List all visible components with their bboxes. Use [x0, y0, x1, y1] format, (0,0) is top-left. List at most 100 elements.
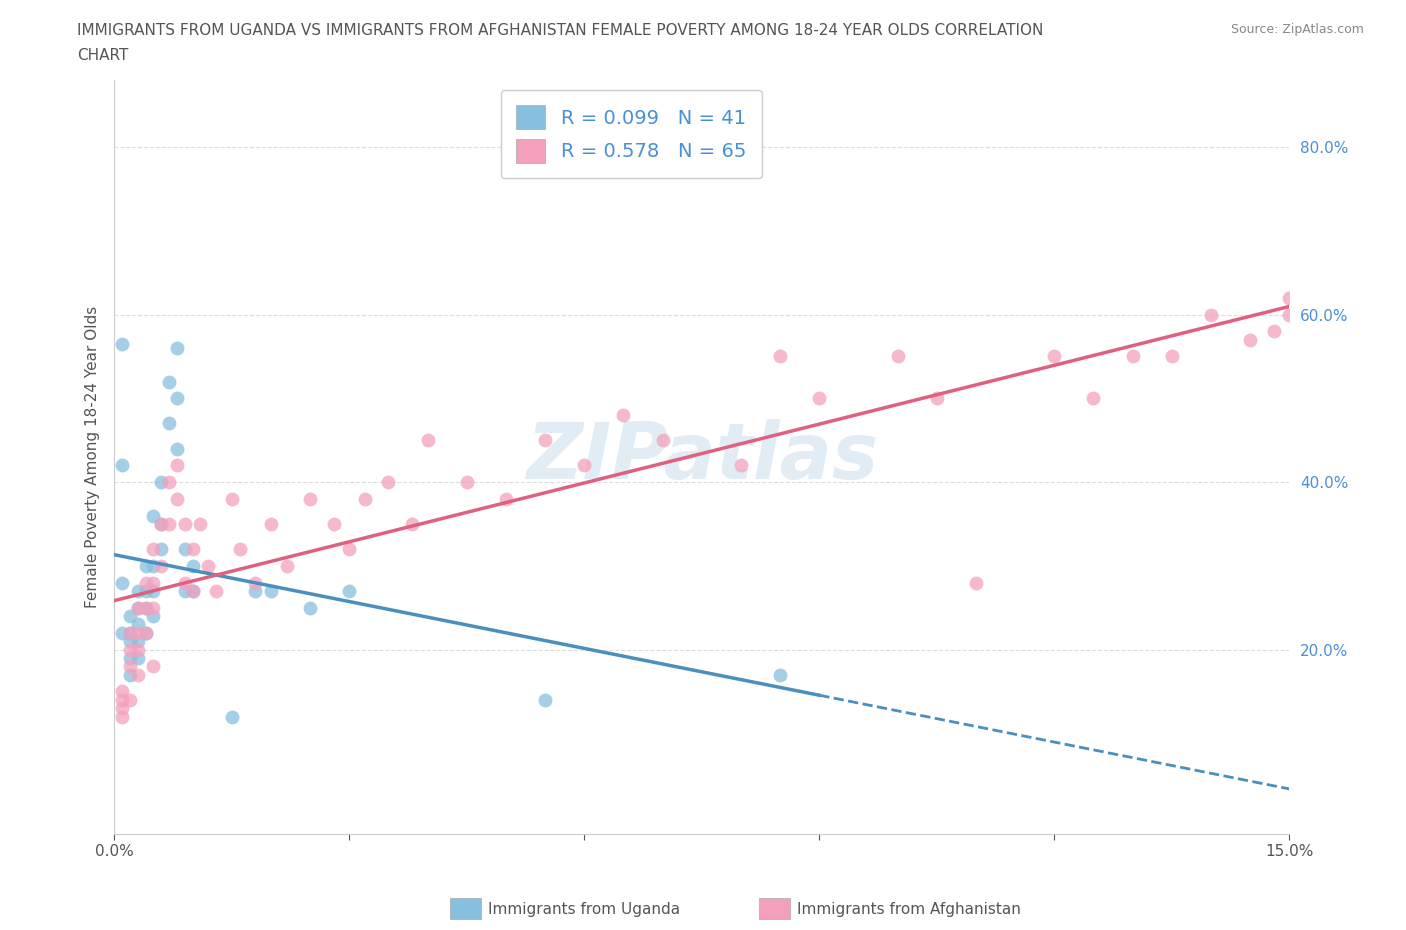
Point: [118, 650, 141, 665]
Text: ZIPatlas: ZIPatlas: [526, 418, 877, 495]
Point: [127, 642, 149, 657]
Point: [135, 600, 157, 615]
Point: [299, 491, 322, 506]
Point: [1278, 290, 1301, 305]
Point: [127, 600, 149, 615]
Point: [127, 650, 149, 665]
Point: [769, 667, 792, 682]
Point: [925, 391, 948, 405]
Point: [142, 508, 165, 523]
Point: [173, 516, 195, 531]
Point: [111, 575, 134, 590]
Point: [354, 491, 377, 506]
Point: [127, 633, 149, 648]
Point: [276, 558, 298, 573]
Point: [118, 633, 141, 648]
Point: [456, 474, 478, 489]
Point: [221, 491, 243, 506]
Point: [135, 600, 157, 615]
Point: [221, 709, 243, 724]
Point: [173, 583, 195, 598]
Point: [181, 583, 204, 598]
Point: [808, 391, 831, 405]
Point: [142, 600, 165, 615]
Point: [1160, 349, 1182, 364]
Point: [150, 516, 173, 531]
Point: [118, 642, 141, 657]
Point: [118, 667, 141, 682]
Point: [299, 600, 322, 615]
Point: [166, 491, 188, 506]
Point: [111, 692, 134, 707]
Point: [173, 541, 195, 556]
Point: [111, 458, 134, 472]
Point: [965, 575, 987, 590]
Point: [127, 617, 149, 631]
Point: [495, 491, 517, 506]
Point: [1199, 307, 1222, 322]
Point: [127, 667, 149, 682]
Point: [142, 558, 165, 573]
Point: [651, 432, 673, 447]
Point: [127, 625, 149, 640]
Point: [142, 541, 165, 556]
Point: [111, 337, 134, 352]
Point: [886, 349, 908, 364]
Point: [166, 391, 188, 405]
Point: [1263, 324, 1285, 339]
Point: [166, 441, 188, 456]
Point: [150, 474, 173, 489]
Point: [181, 558, 204, 573]
Point: [118, 658, 141, 673]
Point: [118, 625, 141, 640]
Point: [127, 600, 149, 615]
Y-axis label: Female Poverty Among 18-24 Year Olds: Female Poverty Among 18-24 Year Olds: [86, 306, 100, 608]
Text: Immigrants from Uganda: Immigrants from Uganda: [488, 902, 681, 917]
Point: [612, 407, 634, 422]
Point: [245, 583, 267, 598]
Point: [197, 558, 219, 573]
Point: [337, 541, 360, 556]
Point: [166, 340, 188, 355]
Legend: R = 0.099   N = 41, R = 0.578   N = 65: R = 0.099 N = 41, R = 0.578 N = 65: [501, 90, 762, 179]
Point: [111, 684, 134, 698]
Point: [337, 583, 360, 598]
Point: [1239, 332, 1261, 347]
Point: [142, 658, 165, 673]
Text: IMMIGRANTS FROM UGANDA VS IMMIGRANTS FROM AFGHANISTAN FEMALE POVERTY AMONG 18-24: IMMIGRANTS FROM UGANDA VS IMMIGRANTS FRO…: [77, 23, 1043, 38]
Point: [135, 583, 157, 598]
Point: [730, 458, 752, 472]
Point: [173, 575, 195, 590]
Point: [322, 516, 344, 531]
Text: Immigrants from Afghanistan: Immigrants from Afghanistan: [797, 902, 1021, 917]
Point: [157, 416, 180, 431]
Point: [228, 541, 250, 556]
Point: [260, 583, 283, 598]
Point: [135, 575, 157, 590]
Point: [142, 608, 165, 623]
Point: [245, 575, 267, 590]
Point: [118, 608, 141, 623]
Point: [401, 516, 423, 531]
Point: [118, 692, 141, 707]
Point: [769, 349, 792, 364]
Point: [150, 541, 173, 556]
Point: [150, 516, 173, 531]
Point: [416, 432, 439, 447]
Point: [127, 583, 149, 598]
Point: [181, 583, 204, 598]
Point: [1043, 349, 1066, 364]
Point: [166, 458, 188, 472]
Point: [1278, 307, 1301, 322]
Point: [111, 625, 134, 640]
Point: [534, 432, 557, 447]
Point: [135, 625, 157, 640]
Point: [1083, 391, 1105, 405]
Point: [260, 516, 283, 531]
Point: [142, 583, 165, 598]
Point: [377, 474, 399, 489]
Point: [135, 558, 157, 573]
Point: [574, 458, 596, 472]
Point: [111, 700, 134, 715]
Point: [534, 692, 557, 707]
